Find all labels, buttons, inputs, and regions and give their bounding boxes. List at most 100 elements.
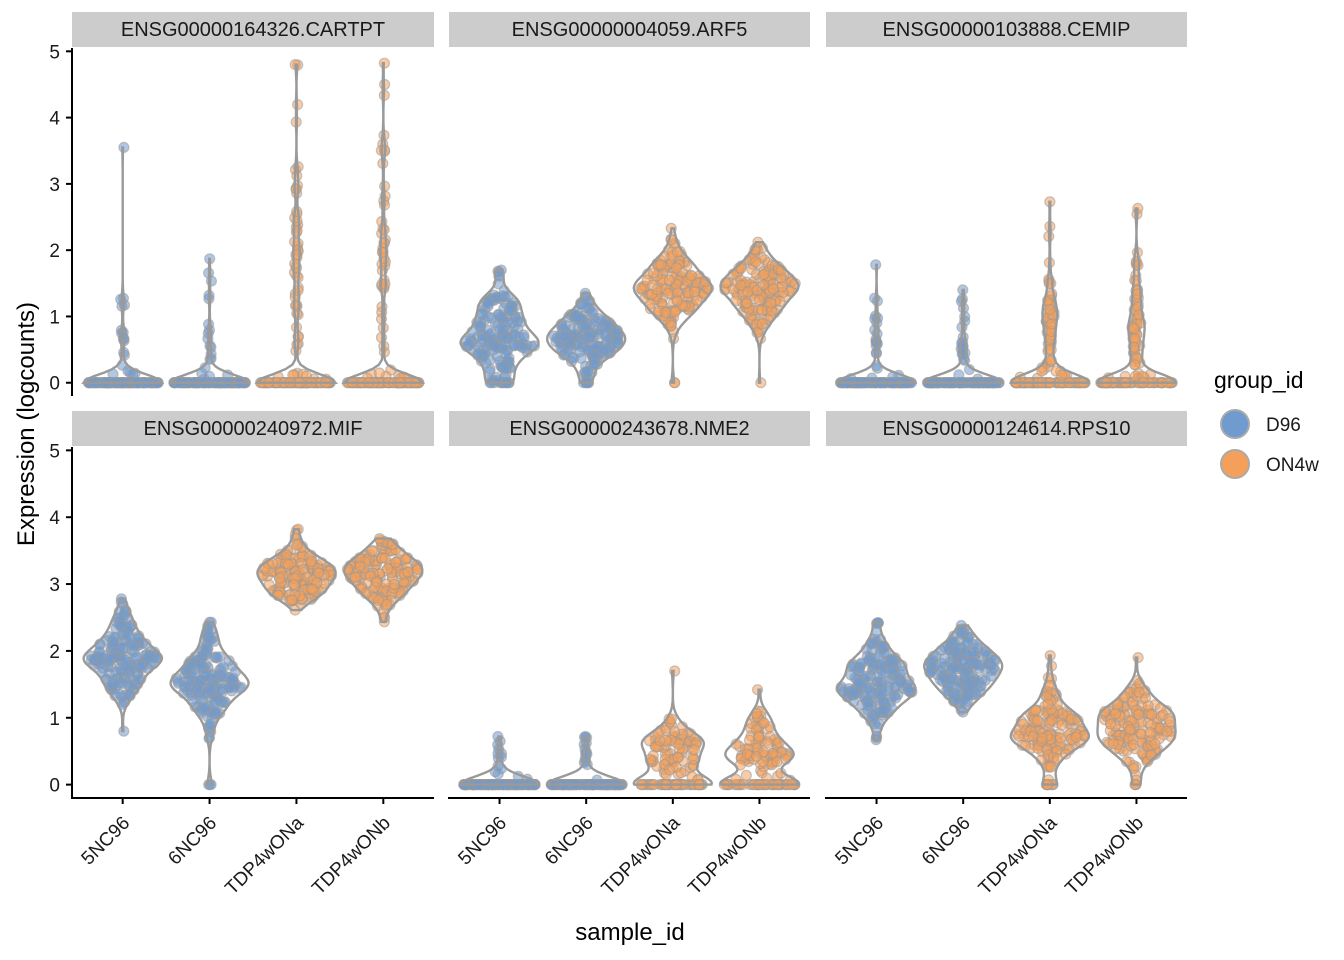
data-point xyxy=(855,657,867,669)
data-point xyxy=(185,660,197,672)
facet-panel: ENSG00000124614.RPS10 5NC96 6NC96 TDP4wONa T… xyxy=(825,411,1187,899)
data-point xyxy=(853,677,865,689)
data-point xyxy=(491,374,503,387)
data-point xyxy=(936,657,948,669)
data-point xyxy=(584,331,596,343)
data-point xyxy=(1109,708,1122,720)
data-point xyxy=(873,649,886,661)
data-point xyxy=(508,340,520,352)
y-tick-label: 3 xyxy=(49,575,60,596)
data-point xyxy=(1149,738,1161,750)
data-point xyxy=(595,315,607,327)
data-point xyxy=(958,656,970,668)
data-point xyxy=(979,674,992,686)
data-point xyxy=(865,687,877,699)
x-tick-label: 5NC96 xyxy=(454,813,511,870)
data-point xyxy=(286,594,298,606)
data-point xyxy=(687,753,699,765)
data-point xyxy=(1056,719,1068,731)
y-tick-label: 4 xyxy=(49,109,60,130)
legend-label-on4w: ON4w xyxy=(1266,455,1319,476)
data-point xyxy=(1027,730,1039,742)
data-point xyxy=(1046,714,1058,726)
data-point xyxy=(1124,723,1136,736)
data-point xyxy=(1127,739,1140,751)
x-tick-label: 6NC96 xyxy=(541,813,598,870)
data-point xyxy=(663,764,676,776)
facet-panel: ENSG00000243678.NME2 5NC96 6NC96 TDP4wONa TD… xyxy=(448,411,810,899)
data-point xyxy=(756,304,768,316)
y-tick-label: 5 xyxy=(49,441,60,462)
data-point xyxy=(1133,686,1145,698)
data-point xyxy=(510,330,522,342)
data-point xyxy=(291,539,303,551)
facet-panel: ENSG00000240972.MIF 5NC96 6NC96 TDP4wONa TDP… xyxy=(49,411,434,899)
data-point xyxy=(227,672,239,684)
data-point xyxy=(862,700,874,712)
facet-panels: ENSG00000164326.CARTPT 0 1 2 3 4 5 ENSG00000004… xyxy=(49,12,1187,899)
data-point xyxy=(489,341,501,353)
data-point xyxy=(758,279,770,291)
facet-panel: ENSG00000164326.CARTPT 0 1 2 3 4 5 xyxy=(49,12,434,396)
data-point xyxy=(373,367,385,379)
facet-strip-label: ENSG00000243678.NME2 xyxy=(509,418,749,440)
data-point xyxy=(1133,708,1145,721)
data-point xyxy=(946,663,958,676)
data-point xyxy=(753,294,766,306)
data-point xyxy=(482,298,495,310)
data-point xyxy=(582,366,594,378)
facet-strip xyxy=(72,12,434,47)
y-tick-label: 2 xyxy=(49,241,60,262)
data-point xyxy=(581,302,593,314)
x-axis-title: sample_id xyxy=(575,919,684,946)
data-point xyxy=(944,679,956,691)
data-point xyxy=(740,769,752,781)
data-point xyxy=(635,282,647,294)
violin-6NC96 xyxy=(168,257,251,384)
data-point xyxy=(752,731,765,743)
data-point xyxy=(848,687,861,699)
data-point xyxy=(205,633,217,646)
y-tick-label: 5 xyxy=(49,42,60,63)
data-point xyxy=(1036,732,1048,744)
data-point xyxy=(741,297,753,309)
data-point xyxy=(959,667,971,679)
data-point xyxy=(1128,323,1140,335)
data-point xyxy=(685,270,698,282)
data-point xyxy=(371,576,383,588)
x-tick-label: 6NC96 xyxy=(164,813,221,870)
facet-panel: ENSG00000103888.CEMIP xyxy=(826,12,1187,389)
data-point xyxy=(214,651,226,663)
data-point xyxy=(757,746,770,758)
data-point xyxy=(743,734,756,746)
data-point xyxy=(1054,732,1067,744)
data-point xyxy=(741,748,753,760)
data-point xyxy=(313,567,325,579)
x-tick-label: TDP4wONa xyxy=(598,812,685,899)
y-axis-title: Expression (logcounts) xyxy=(13,302,40,546)
x-tick-label: TDP4wONb xyxy=(1061,813,1148,900)
data-point xyxy=(1145,709,1158,721)
data-point xyxy=(1144,726,1156,739)
data-point xyxy=(758,717,770,729)
data-point xyxy=(765,297,777,309)
data-point xyxy=(95,651,108,664)
data-point xyxy=(504,304,516,316)
data-point xyxy=(651,283,663,296)
data-point xyxy=(669,306,681,318)
x-tick-label: 6NC96 xyxy=(918,813,975,870)
facet-strip-label: ENSG00000240972.MIF xyxy=(143,418,362,440)
data-point xyxy=(1056,369,1068,381)
data-point xyxy=(971,659,983,671)
data-point xyxy=(749,256,762,268)
facet-strip-label: ENSG00000124614.RPS10 xyxy=(883,418,1131,440)
facet-strip-label: ENSG00000004059.ARF5 xyxy=(512,19,748,41)
data-point xyxy=(883,657,896,669)
x-tick-label: TDP4wONb xyxy=(684,813,771,900)
data-point xyxy=(1042,698,1054,710)
facet-strip-label: ENSG00000164326.CARTPT xyxy=(121,19,385,41)
data-point xyxy=(119,660,132,672)
data-point xyxy=(662,287,675,299)
data-point xyxy=(297,563,309,575)
x-tick-label: TDP4wONa xyxy=(221,812,308,899)
